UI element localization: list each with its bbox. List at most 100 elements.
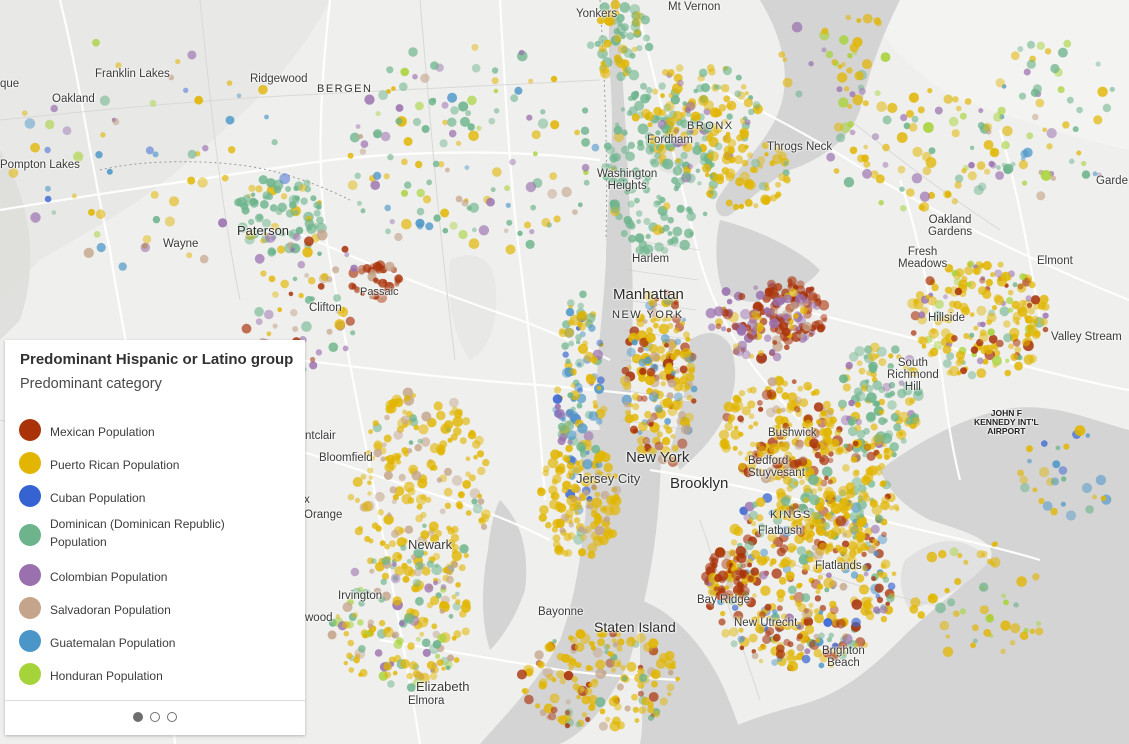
- population-dot: [510, 94, 519, 103]
- population-dot: [554, 403, 561, 410]
- population-dot: [847, 121, 854, 128]
- population-dot: [631, 339, 638, 346]
- pager-dot-2[interactable]: [150, 712, 160, 722]
- population-dot: [919, 191, 931, 202]
- population-dot: [458, 564, 466, 572]
- population-dot: [659, 196, 666, 203]
- pager-dot-3[interactable]: [167, 712, 177, 722]
- population-dot: [982, 358, 989, 365]
- population-dot: [906, 188, 915, 197]
- population-dot: [828, 661, 835, 668]
- place-label-bergen: BERGEN: [317, 83, 373, 95]
- population-dot: [396, 425, 404, 433]
- population-dot: [421, 411, 432, 422]
- population-dot: [415, 494, 427, 505]
- population-dot: [424, 583, 434, 593]
- population-dot: [451, 594, 457, 600]
- population-dot: [142, 235, 152, 244]
- population-dot: [430, 556, 436, 562]
- place-label-montclair: ntclair: [305, 430, 336, 442]
- population-dot: [451, 561, 459, 569]
- population-dot: [664, 418, 671, 425]
- population-dot: [733, 425, 739, 431]
- population-dot: [555, 466, 564, 476]
- place-label-elizabeth: Elizabeth: [416, 679, 470, 694]
- population-dot: [857, 531, 866, 540]
- population-dot: [586, 496, 593, 502]
- population-dot: [394, 566, 405, 576]
- population-dot: [672, 136, 684, 148]
- population-dot: [744, 456, 751, 462]
- population-dot: [882, 576, 890, 583]
- population-dot: [757, 400, 763, 406]
- population-dot: [738, 390, 746, 397]
- population-dot: [739, 645, 745, 651]
- population-dot: [327, 630, 337, 640]
- population-dot: [749, 166, 757, 173]
- population-dot: [564, 549, 573, 557]
- population-dot: [367, 623, 373, 629]
- population-dot: [878, 417, 887, 426]
- population-dot: [1060, 501, 1066, 507]
- population-dot: [1042, 312, 1049, 319]
- population-dot: [445, 167, 450, 173]
- population-dot: [918, 311, 926, 319]
- population-dot: [514, 86, 523, 95]
- population-dot: [885, 601, 890, 607]
- population-dot: [463, 552, 469, 559]
- population-dot: [889, 442, 899, 452]
- population-dot: [730, 429, 741, 440]
- population-dot: [862, 13, 873, 24]
- population-dot: [889, 390, 896, 397]
- population-dot: [598, 721, 608, 731]
- population-dot: [378, 278, 388, 288]
- population-dot: [621, 129, 628, 136]
- population-dot: [904, 354, 915, 365]
- population-dot: [293, 185, 299, 191]
- population-dot: [392, 551, 403, 562]
- population-dot: [338, 306, 346, 314]
- population-dot: [650, 317, 656, 324]
- population-dot: [357, 268, 365, 276]
- population-dot: [818, 662, 825, 669]
- population-dot: [580, 450, 587, 458]
- place-label-manhattan: Manhattan: [613, 286, 684, 303]
- population-dot: [1093, 115, 1103, 125]
- pager-dot-1[interactable]: [133, 712, 143, 722]
- population-dot: [602, 172, 611, 181]
- population-dot: [858, 584, 870, 595]
- population-dot: [681, 317, 686, 322]
- population-dot: [634, 100, 645, 111]
- population-dot: [826, 637, 833, 643]
- population-dot: [367, 491, 372, 496]
- population-dot: [591, 485, 598, 491]
- population-dot: [648, 344, 658, 354]
- population-dot: [565, 509, 574, 518]
- population-dot: [243, 200, 250, 207]
- legend-swatch-honduran: [19, 663, 41, 685]
- population-dot: [822, 522, 828, 528]
- population-dot: [713, 586, 720, 592]
- population-dot: [431, 623, 438, 630]
- population-dot: [88, 208, 95, 216]
- population-dot: [653, 322, 659, 329]
- population-dot: [966, 262, 972, 267]
- population-dot: [406, 672, 413, 680]
- population-dot: [976, 338, 984, 347]
- population-dot: [796, 583, 802, 589]
- population-dot: [304, 218, 315, 229]
- population-dot: [271, 139, 278, 146]
- population-dot: [734, 155, 743, 165]
- population-dot: [577, 202, 583, 208]
- population-dot: [471, 498, 478, 505]
- population-dot: [847, 103, 853, 109]
- population-dot: [415, 160, 423, 169]
- legend-label: Mexican Population: [50, 425, 155, 439]
- population-dot: [1014, 346, 1022, 354]
- population-dot: [649, 351, 660, 362]
- population-dot: [853, 642, 859, 648]
- population-dot: [633, 11, 643, 20]
- population-dot: [577, 719, 585, 727]
- population-dot: [378, 595, 386, 603]
